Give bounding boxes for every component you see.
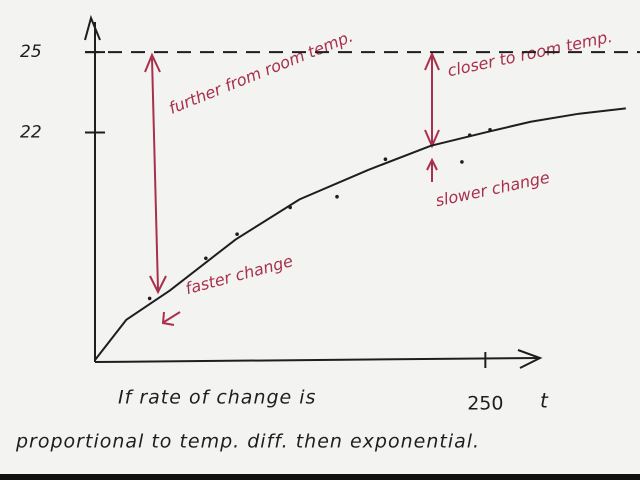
data-point [335,194,339,199]
y-axis-arrow [84,14,101,41]
arrow-head [426,157,438,171]
data-point [235,232,239,236]
caption: If rate of change is [118,387,316,409]
curve [94,107,626,361]
data-point [467,133,472,137]
data-point [488,127,492,132]
y-tick-label: 22 [20,122,42,142]
data-point [204,256,208,261]
bottom-bar [0,474,640,480]
caption: proportional to temp. diff. then exponen… [15,431,480,453]
data-point [147,296,152,301]
data-point [288,205,292,210]
arrow-head [161,311,175,326]
x-tick-label: 250 [467,393,503,415]
y-tick-label: 25 [20,42,42,62]
arrow-head [149,275,167,295]
arrow-head [424,51,440,71]
arrow-head [144,52,161,73]
x-axis-label: t [540,389,549,413]
arrow [163,311,181,323]
data-point [460,160,464,164]
data-point [383,157,388,162]
x-axis [94,357,541,363]
arrow [151,57,159,291]
x-axis-arrow [517,349,543,369]
